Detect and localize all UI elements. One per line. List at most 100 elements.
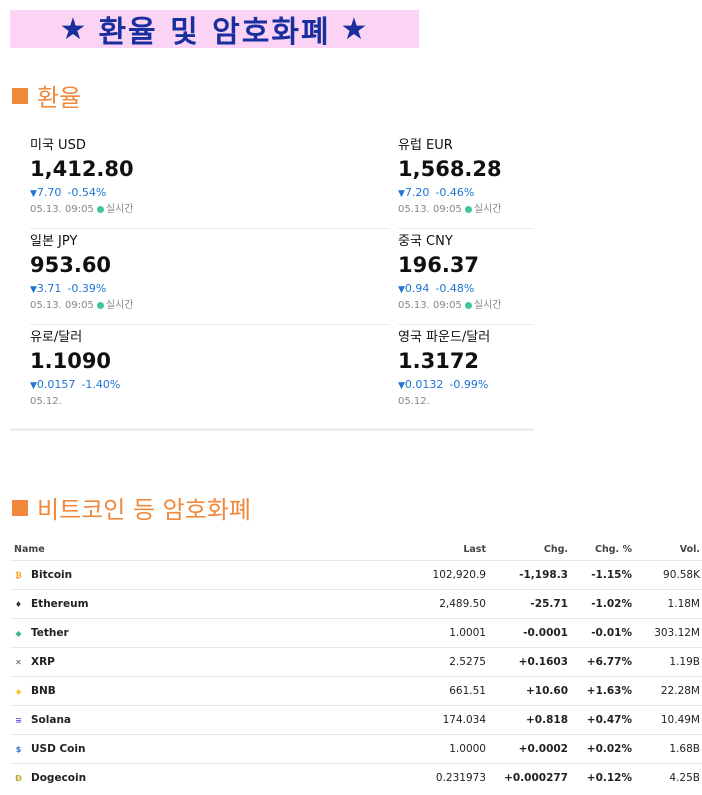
fx-timestamp: 05.12.: [30, 395, 190, 409]
fx-change-pct: -0.99%: [449, 378, 489, 391]
dogecoin-icon: Đ: [15, 773, 22, 783]
coin-change: +0.818: [488, 705, 570, 735]
fx-currency-name: 일본 JPY: [30, 234, 78, 249]
star-icon: ★: [340, 11, 370, 47]
divider: [398, 228, 534, 229]
crypto-section-title: 비트코인 등 암호화폐: [12, 490, 251, 525]
fx-timestamp: 05.13. 09:05 실시간: [30, 299, 190, 313]
fx-currency-name: 유럽 EUR: [398, 138, 453, 153]
fx-timestamp: 05.12.: [398, 395, 558, 409]
coin-name[interactable]: XRP: [31, 656, 55, 668]
coin-volume: 10.49M: [634, 705, 702, 735]
fx-change-pct: -0.39%: [67, 282, 107, 295]
live-indicator-icon: [96, 301, 104, 309]
coin-name[interactable]: Bitcoin: [31, 569, 73, 581]
table-row[interactable]: $ USD Coin 1.0000 +0.0002 +0.02% 1.68B: [10, 734, 702, 764]
coin-change: -1,198.3: [488, 560, 570, 590]
divider: [30, 228, 390, 229]
fx-time: 05.13. 09:05: [30, 300, 94, 311]
coin-name[interactable]: Ethereum: [31, 598, 89, 610]
crypto-section-title-text: 비트코인 등 암호화폐: [37, 496, 251, 524]
coin-change-pct: -1.02%: [570, 589, 634, 619]
coin-name[interactable]: Tether: [31, 627, 69, 639]
bitcoin-icon: ₿: [15, 570, 22, 580]
fx-change-value: 0.0132: [404, 378, 444, 391]
column-header-last[interactable]: Last: [463, 543, 486, 555]
coin-name[interactable]: USD Coin: [31, 743, 86, 755]
coin-volume: 1.18M: [634, 589, 702, 619]
fx-rate-item[interactable]: 유럽 EUR 1,568.28 ▼7.20 -0.46% 05.13. 09:05 실시간: [398, 138, 558, 217]
table-row[interactable]: Đ Dogecoin 0.231973 +0.000277 +0.12% 4.25B: [10, 763, 702, 792]
fx-time: 05.13. 09:05: [30, 204, 94, 215]
coin-last: 174.034: [310, 705, 488, 735]
fx-rate-item[interactable]: 미국 USD 1,412.80 ▼7.70 -0.54% 05.13. 09:05 실시간: [30, 138, 190, 217]
fx-change-pct: -0.48%: [435, 282, 475, 295]
fx-change-value: 7.20: [404, 186, 430, 199]
fx-rate-value: 1,568.28: [398, 157, 502, 181]
table-row[interactable]: ✕ XRP 2.5275 +0.1603 +6.77% 1.19B: [10, 647, 702, 677]
fx-rate-value: 1.1090: [30, 349, 112, 373]
fx-section-title-text: 환율: [37, 84, 82, 112]
coin-change-pct: +0.02%: [570, 734, 634, 764]
divider: [30, 324, 390, 325]
fx-rate-item[interactable]: 중국 CNY 196.37 ▼0.94 -0.48% 05.13. 09:05 실시간: [398, 234, 558, 313]
fx-change-pct: -0.46%: [435, 186, 475, 199]
coin-volume: 1.19B: [634, 647, 702, 677]
down-arrow-icon: ▼: [398, 285, 405, 295]
solana-icon: ≡: [15, 715, 22, 725]
coin-name-cell[interactable]: ♦ Ethereum: [10, 589, 310, 619]
coin-change-pct: +0.12%: [570, 763, 634, 792]
square-bullet-icon: [12, 499, 28, 516]
fx-change: ▼7.70 -0.54%: [30, 186, 190, 201]
coin-name-cell[interactable]: ₿ Bitcoin: [10, 560, 310, 590]
coin-name-cell[interactable]: Đ Dogecoin: [10, 763, 310, 792]
fx-timestamp: 05.13. 09:05 실시간: [398, 203, 558, 217]
down-arrow-icon: ▼: [398, 189, 405, 199]
down-arrow-icon: ▼: [30, 285, 37, 295]
fx-live-label: 실시간: [473, 204, 502, 215]
table-row[interactable]: ◈ BNB 661.51 +10.60 +1.63% 22.28M: [10, 676, 702, 706]
column-header-chg[interactable]: Chg.: [543, 543, 568, 555]
fx-rate-item[interactable]: 영국 파운드/달러 1.3172 ▼0.0132 -0.99% 05.12.: [398, 330, 558, 409]
column-header-name[interactable]: Name: [14, 543, 45, 555]
table-row[interactable]: ◆ Tether 1.0001 -0.0001 -0.01% 303.12M: [10, 618, 702, 648]
star-icon: ★: [59, 11, 89, 47]
fx-rate-value: 196.37: [398, 253, 480, 277]
fx-change-value: 7.70: [36, 186, 62, 199]
coin-name[interactable]: Solana: [31, 714, 72, 726]
live-indicator-icon: [464, 301, 472, 309]
fx-section-title: 환율: [12, 78, 81, 113]
column-header-chg-pct[interactable]: Chg. %: [595, 543, 632, 555]
coin-name-cell[interactable]: $ USD Coin: [10, 734, 310, 764]
fx-change-pct: -0.54%: [67, 186, 107, 199]
fx-change: ▼0.0132 -0.99%: [398, 378, 558, 393]
live-indicator-icon: [464, 205, 472, 213]
fx-change-value: 3.71: [36, 282, 62, 295]
coin-name-cell[interactable]: ◆ Tether: [10, 618, 310, 648]
coin-name[interactable]: Dogecoin: [31, 772, 87, 784]
column-header-vol[interactable]: Vol.: [679, 543, 700, 555]
fx-rate-value: 953.60: [30, 253, 112, 277]
coin-last: 2.5275: [310, 647, 488, 677]
fx-rate-item[interactable]: 유로/달러 1.1090 ▼0.0157 -1.40% 05.12.: [30, 330, 190, 409]
coin-last: 2,489.50: [310, 589, 488, 619]
table-row[interactable]: ♦ Ethereum 2,489.50 -25.71 -1.02% 1.18M: [10, 589, 702, 619]
coin-name-cell[interactable]: ◈ BNB: [10, 676, 310, 706]
coin-change-pct: -0.01%: [570, 618, 634, 648]
coin-name[interactable]: BNB: [31, 685, 56, 697]
table-row[interactable]: ₿ Bitcoin 102,920.9 -1,198.3 -1.15% 90.58K: [10, 560, 702, 590]
coin-name-cell[interactable]: ✕ XRP: [10, 647, 310, 677]
coin-change-pct: +6.77%: [570, 647, 634, 677]
down-arrow-icon: ▼: [30, 381, 37, 391]
fx-rate-item[interactable]: 일본 JPY 953.60 ▼3.71 -0.39% 05.13. 09:05 실시간: [30, 234, 190, 313]
table-row[interactable]: ≡ Solana 174.034 +0.818 +0.47% 10.49M: [10, 705, 702, 735]
coin-name-cell[interactable]: ≡ Solana: [10, 705, 310, 735]
xrp-icon: ✕: [15, 657, 22, 667]
fx-change: ▼0.0157 -1.40%: [30, 378, 190, 393]
usd-coin-icon: $: [15, 744, 22, 754]
fx-currency-name: 유로/달러: [30, 330, 83, 345]
fx-rate-value: 1.3172: [398, 349, 480, 373]
coin-change-pct: -1.15%: [570, 560, 634, 590]
exchange-rate-panel: 미국 USD 1,412.80 ▼7.70 -0.54% 05.13. 09:05 실시간…: [10, 128, 534, 431]
coin-last: 1.0000: [310, 734, 488, 764]
